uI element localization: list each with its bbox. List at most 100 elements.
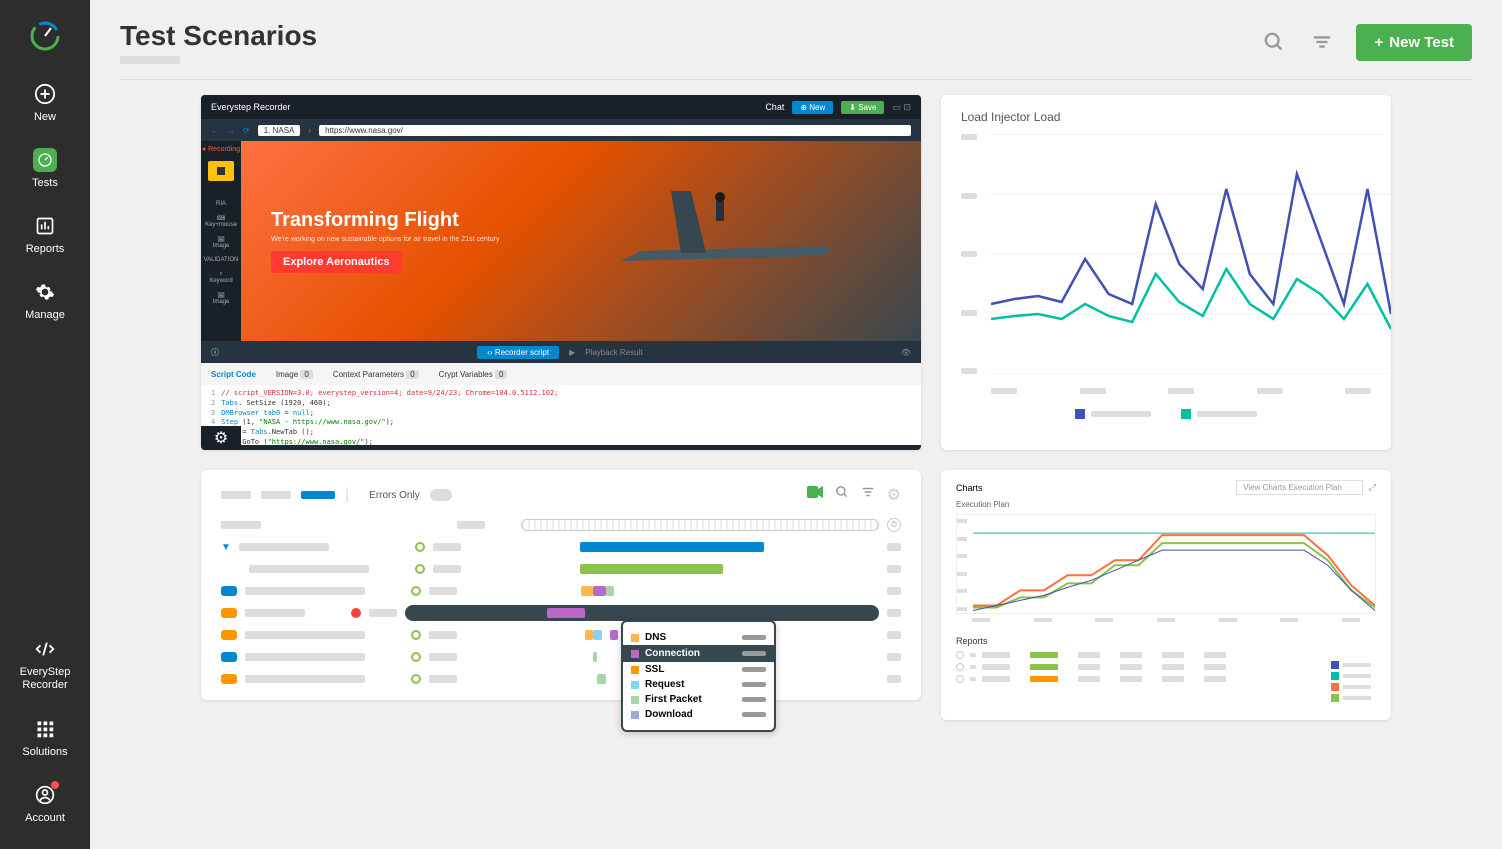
page-title: Test Scenarios — [120, 20, 317, 52]
title-block: Test Scenarios — [120, 20, 317, 64]
sidebar: New Tests Reports Manage EveryStep Recor… — [0, 0, 90, 849]
tool-image2[interactable]: 🖼Image — [213, 292, 230, 305]
waterfall-card: | Errors Only ⚙ ⏱▼ DNSConnectionSSLReque… — [201, 470, 921, 700]
load-injector-card: Load Injector Load — [941, 95, 1391, 450]
chat-label[interactable]: Chat — [765, 102, 784, 112]
sidebar-item-reports[interactable]: Reports — [26, 214, 65, 255]
recorder-preview-card: Everystep Recorder Chat ⊕ New ⬇ Save ▭ ⊡… — [201, 95, 921, 450]
header-actions: + New Test — [1260, 24, 1472, 61]
play-icon[interactable]: ▶ — [569, 348, 575, 357]
search-icon[interactable] — [835, 485, 849, 505]
url-arrow-icon: › — [308, 126, 311, 135]
recorder-code: 1// script_VERSION=3.0; everystep_versio… — [201, 385, 921, 445]
exec-dropdown[interactable]: View Charts Execution Plan — [1236, 480, 1363, 495]
chart-title: Load Injector Load — [961, 110, 1371, 124]
exec-chart — [956, 514, 1376, 614]
recorder-tool-rail: ● Recording RIA ⌨Key+mouse 🖼Image VALIDA… — [201, 141, 241, 341]
errors-only-toggle[interactable] — [430, 489, 452, 501]
tool-keyword[interactable]: ⌕Keyword — [209, 271, 232, 284]
sidebar-item-new[interactable]: New — [33, 82, 57, 123]
gear-icon — [33, 280, 57, 304]
expand-icon[interactable]: ⤢ — [1369, 482, 1376, 493]
window-controls-icon[interactable]: ▭ ⊡ — [892, 102, 911, 113]
tab-image[interactable]: Image 0 — [276, 370, 313, 379]
new-test-button[interactable]: + New Test — [1356, 24, 1472, 61]
plane-illustration — [581, 171, 861, 311]
exec-subtitle: Execution Plan — [956, 500, 1376, 509]
sidebar-label: Account — [25, 812, 65, 824]
exec-header: Charts View Charts Execution Plan ⤢ — [956, 480, 1376, 495]
execution-plan-card: Charts View Charts Execution Plan ⤢ Exec… — [941, 470, 1391, 720]
gear-icon[interactable]: ⚙ — [887, 485, 901, 505]
search-icon[interactable] — [1260, 28, 1288, 56]
subtitle-placeholder — [120, 56, 180, 64]
recorder-save-button[interactable]: ⬇ Save — [841, 101, 884, 114]
tool-image[interactable]: 🖼Image — [213, 236, 230, 249]
tool-keymouse[interactable]: ⌨Key+mouse — [205, 215, 237, 228]
sidebar-label: Tests — [32, 177, 58, 189]
recorder-settings-icon[interactable]: ⚙ — [201, 426, 241, 450]
sidebar-item-everystep[interactable]: EveryStep Recorder — [0, 637, 90, 692]
filter-icon[interactable] — [1308, 28, 1336, 56]
tool-section-ria: RIA — [216, 201, 226, 207]
app-logo — [29, 20, 61, 52]
errors-only-label: Errors Only — [369, 490, 420, 501]
sidebar-item-manage[interactable]: Manage — [25, 280, 65, 321]
chart-legend — [961, 409, 1371, 419]
playback-label: Playback Result — [585, 348, 642, 357]
report-rows — [956, 651, 1376, 683]
load-chart-svg — [991, 134, 1391, 374]
tab-crypt-vars[interactable]: Crypt Variables 0 — [439, 370, 508, 379]
gauge-icon — [33, 148, 57, 172]
waterfall-rows: ⏱▼ — [221, 515, 901, 689]
code-icon — [33, 637, 57, 661]
tool-section-validation: VALIDATION — [204, 257, 239, 263]
wf-tab[interactable] — [221, 491, 251, 499]
reload-icon[interactable]: ⟳ — [243, 126, 250, 135]
recording-indicator: ● Recording — [202, 146, 240, 153]
video-icon[interactable] — [807, 485, 823, 505]
filter-icon[interactable] — [861, 485, 875, 505]
wf-tab-active[interactable] — [301, 491, 335, 499]
page-header: Test Scenarios + New Test — [120, 20, 1472, 80]
chart-area — [961, 134, 1371, 394]
sidebar-item-tests[interactable]: Tests — [32, 148, 58, 189]
hero-button[interactable]: Explore Aeronautics — [271, 251, 402, 273]
recorder-midbar: ⓘ ‹› Recorder script ▶ Playback Result 👁 — [201, 341, 921, 363]
exec-chart-svg — [973, 515, 1375, 616]
charts-label: Charts — [956, 483, 983, 493]
recorder-app-name: Everystep Recorder — [211, 102, 291, 112]
main-content: Test Scenarios + New Test Everystep Reco… — [90, 0, 1502, 740]
recorder-new-button[interactable]: ⊕ New — [792, 101, 833, 114]
tab-context-params[interactable]: Context Parameters 0 — [333, 370, 419, 379]
user-icon — [33, 783, 57, 807]
recorder-tabs: Script Code Image 0 Context Parameters 0… — [201, 363, 921, 385]
reports-label: Reports — [956, 636, 1376, 646]
back-icon[interactable]: ← — [211, 126, 219, 135]
recorder-hero: Transforming Flight We're working on new… — [241, 141, 921, 341]
sidebar-label: New — [34, 111, 56, 123]
sidebar-item-account[interactable]: Account — [25, 783, 65, 824]
url-tab[interactable]: 1. NASA — [258, 125, 301, 136]
forward-icon[interactable]: → — [227, 126, 235, 135]
bar-chart-icon — [33, 214, 57, 238]
info-icon: ⓘ — [211, 347, 219, 358]
plus-icon: + — [1374, 34, 1383, 51]
tab-script-code[interactable]: Script Code — [211, 370, 256, 379]
recorder-topbar: Everystep Recorder Chat ⊕ New ⬇ Save ▭ ⊡ — [201, 95, 921, 119]
wf-tab[interactable] — [261, 491, 291, 499]
stop-button[interactable] — [208, 161, 234, 181]
sidebar-label: EveryStep Recorder — [0, 666, 90, 692]
sidebar-label: Solutions — [22, 746, 67, 758]
recorder-script-button[interactable]: ‹› Recorder script — [477, 346, 559, 359]
eye-icon[interactable]: 👁 — [901, 348, 911, 357]
sidebar-item-solutions[interactable]: Solutions — [22, 717, 67, 758]
recorder-urlbar: ← → ⟳ 1. NASA › https://www.nasa.gov/ — [201, 119, 921, 141]
exec-legend — [1331, 661, 1371, 702]
sidebar-label: Manage — [25, 309, 65, 321]
plus-circle-icon — [33, 82, 57, 106]
dashboard-grid: Everystep Recorder Chat ⊕ New ⬇ Save ▭ ⊡… — [120, 95, 1472, 720]
grid-icon — [33, 717, 57, 741]
waterfall-header: | Errors Only ⚙ — [221, 485, 901, 505]
url-field[interactable]: https://www.nasa.gov/ — [319, 125, 911, 136]
